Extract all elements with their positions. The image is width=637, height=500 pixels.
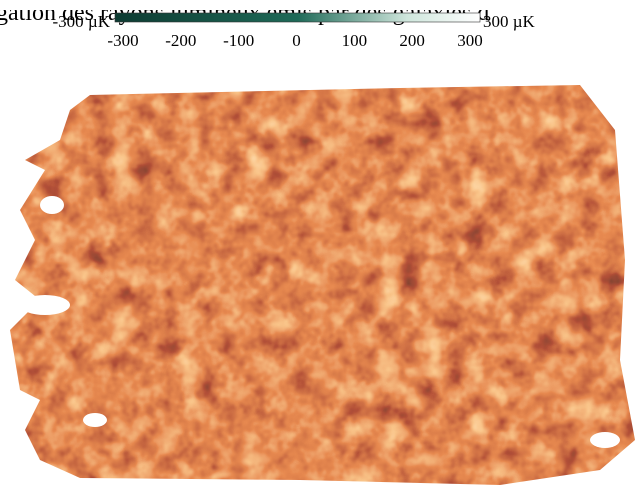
mask-hole [20, 295, 70, 315]
colorbar-tick-label: -300 [107, 31, 138, 50]
colorbar-ticks: -300 -200 -100 0 100 200 300 [107, 31, 482, 50]
page: gation des rayons lumineux émis par des … [0, 0, 637, 500]
mask-hole [40, 196, 64, 214]
colorbar-tick-label: 300 [457, 31, 483, 50]
colorbar-tick-label: 0 [292, 31, 301, 50]
colorbar-min-label: -300 µK [53, 12, 111, 31]
mask-hole [590, 432, 620, 448]
colorbar-tick-label: -200 [165, 31, 196, 50]
colorbar-max-label: 300 µK [483, 12, 536, 31]
colorbar-tick-label: 200 [399, 31, 425, 50]
colorbar [115, 13, 480, 22]
figure: gation des rayons lumineux émis par des … [0, 0, 637, 500]
sky-texture [0, 80, 637, 490]
colorbar-tick-label: -100 [223, 31, 254, 50]
sky-map [0, 80, 637, 490]
caption-mask [0, 0, 637, 10]
colorbar-tick-label: 100 [342, 31, 368, 50]
mask-hole [83, 413, 107, 427]
